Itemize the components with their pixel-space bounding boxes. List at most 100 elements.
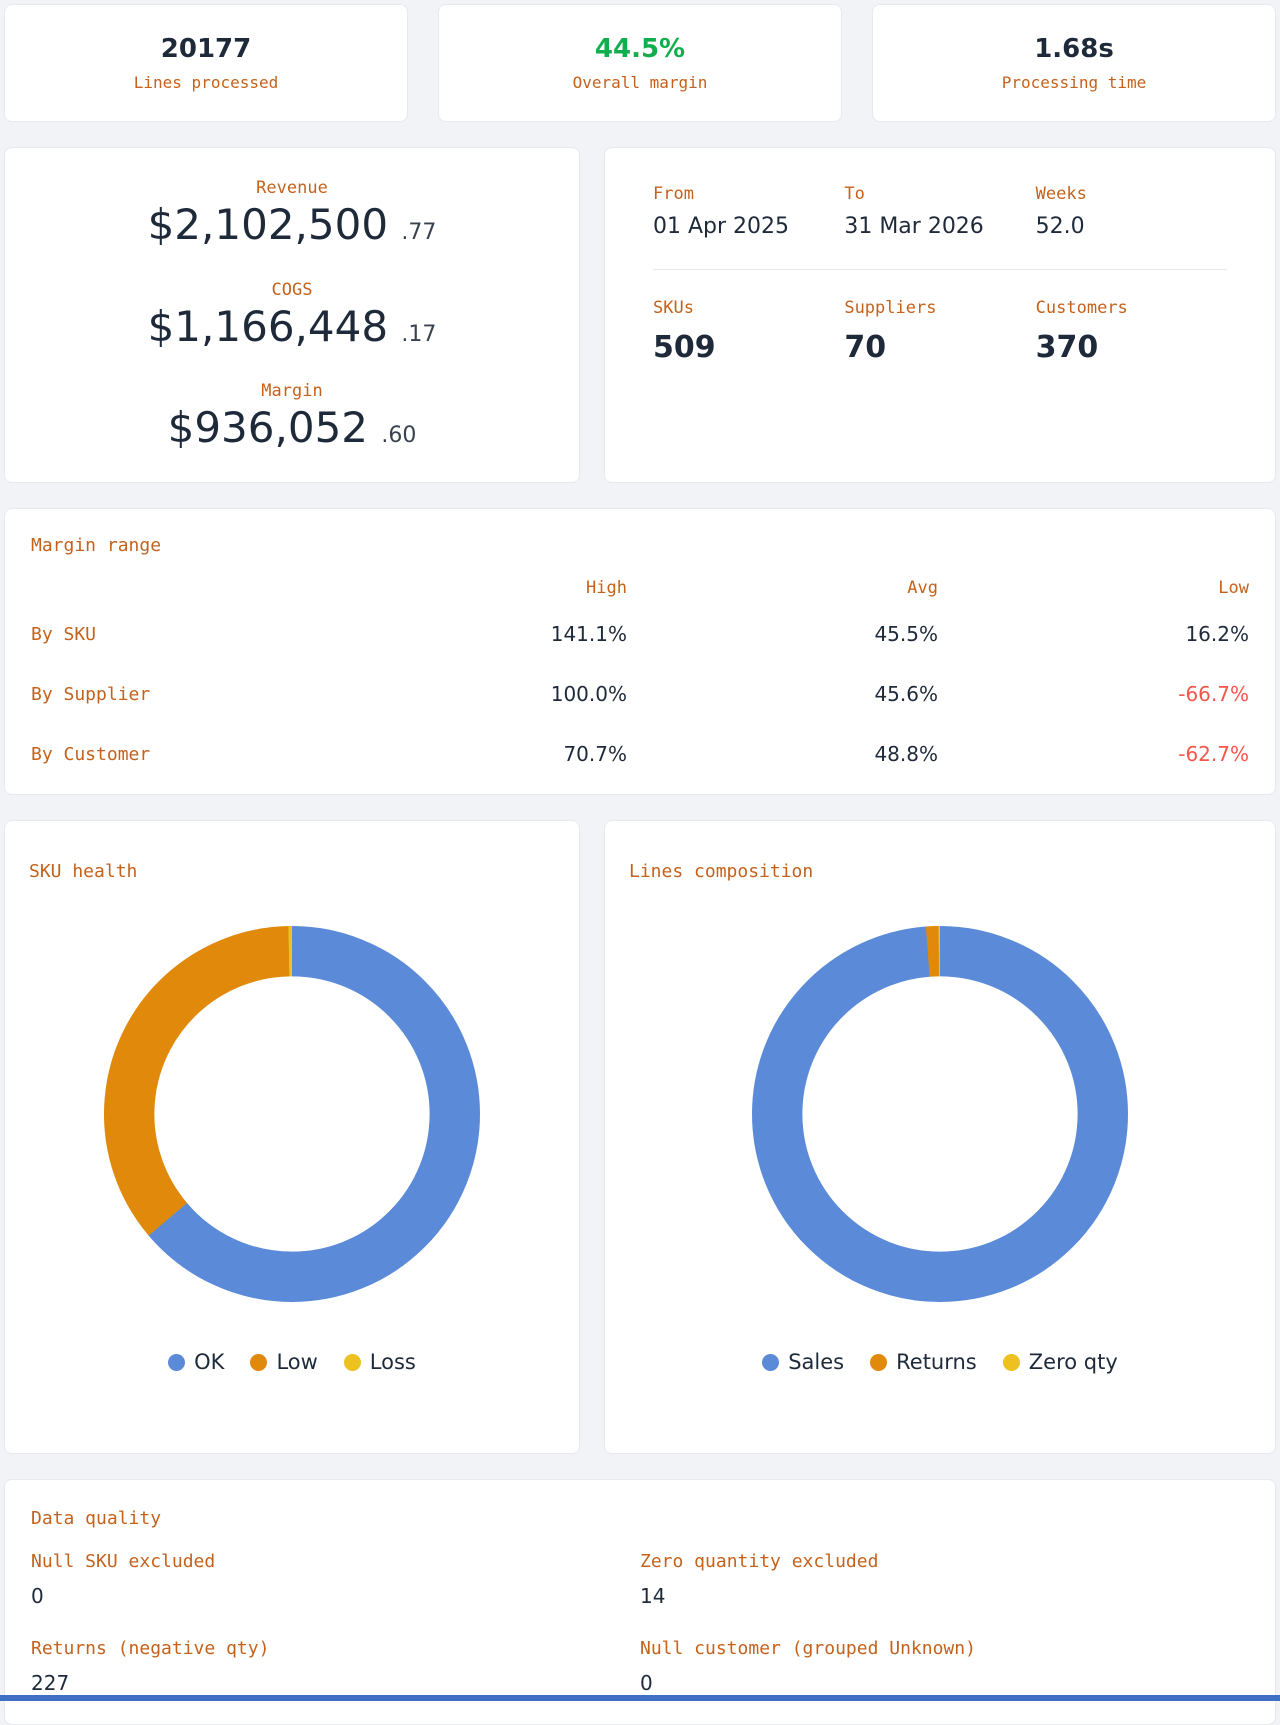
totals-card: Revenue $2,102,500 .77 COGS $1,166,448 .…: [4, 147, 580, 483]
mr-row-customer-label: By Customer: [31, 743, 151, 765]
sku-health-card: SKU health OK Low Loss: [4, 820, 580, 1454]
data-quality-grid: Null SKU excluded 0 Zero quantity exclud…: [31, 1551, 1249, 1695]
legend-dot-loss: [343, 1353, 361, 1371]
revenue-block: Revenue $2,102,500 .77: [29, 178, 555, 249]
lines-composition-donut-chart: [752, 926, 1128, 1302]
cogs-value: $1,166,448 .17: [29, 302, 555, 351]
skus-value: 509: [653, 330, 716, 365]
from-label: From: [653, 184, 694, 204]
legend-item-returns[interactable]: Returns: [870, 1350, 977, 1374]
period-dates-grid: From 01 Apr 2025 To 31 Mar 2026 Weeks 52…: [653, 184, 1227, 239]
margin-value: $936,052 .60: [29, 403, 555, 452]
sku-health-title: SKU health: [29, 861, 138, 882]
dq-null-sku-label: Null SKU excluded: [31, 1551, 216, 1572]
margin-label: Margin: [261, 381, 323, 401]
lines-processed-label: Lines processed: [133, 73, 279, 92]
legend-label-loss: Loss: [369, 1350, 416, 1374]
dq-item-null-sku: Null SKU excluded 0: [31, 1551, 640, 1608]
dq-zero-qty-value: 14: [640, 1584, 666, 1608]
dq-item-returns: Returns (negative qty) 227: [31, 1638, 640, 1695]
legend-item-sales[interactable]: Sales: [762, 1350, 844, 1374]
mr-row-supplier-label: By Supplier: [31, 683, 151, 705]
to-label: To: [844, 184, 865, 204]
suppliers-label: Suppliers: [844, 298, 937, 318]
legend-label-returns: Returns: [896, 1350, 977, 1374]
lines-composition-card: Lines composition Sales Returns Zero qty: [604, 820, 1276, 1454]
mr-row-customer-low: -62.7%: [1178, 742, 1249, 766]
cogs-label: COGS: [271, 279, 313, 300]
lines-composition-title: Lines composition: [629, 861, 814, 882]
mr-row-supplier-avg: 45.6%: [874, 682, 938, 706]
overall-margin-value: 44.5%: [594, 34, 686, 64]
period-card: From 01 Apr 2025 To 31 Mar 2026 Weeks 52…: [604, 147, 1276, 483]
bottom-accent-bar: [0, 1695, 1280, 1701]
customers-value: 370: [1035, 330, 1099, 365]
period-counts-grid: SKUs 509 Suppliers 70 Customers 370: [653, 298, 1227, 365]
sku-health-donut-chart: [104, 926, 480, 1302]
legend-dot-sales: [762, 1353, 780, 1371]
legend-item-loss[interactable]: Loss: [343, 1350, 416, 1374]
margin-range-table: High Avg Low By SKU 141.1% 45.5% 16.2% B…: [31, 556, 1249, 784]
weeks-value: 52.0: [1035, 214, 1085, 239]
from-value: 01 Apr 2025: [653, 214, 790, 239]
period-from: From 01 Apr 2025: [653, 184, 844, 239]
cogs-whole: $1,166,448: [147, 301, 389, 351]
revenue-cents: .77: [401, 220, 437, 245]
legend-label-zero-qty: Zero qty: [1028, 1350, 1118, 1374]
mr-head-low: Low: [1218, 578, 1249, 598]
lines-composition-donut: [752, 926, 1128, 1302]
data-quality-title: Data quality: [31, 1508, 162, 1529]
customers-block: Customers 370: [1036, 298, 1227, 365]
margin-cents: .60: [381, 423, 417, 448]
processing-time-value: 1.68s: [1034, 34, 1114, 64]
margin-range-card: Margin range High Avg Low By SKU 141.1% …: [4, 508, 1276, 795]
legend-dot-low: [250, 1353, 268, 1371]
lines-composition-legend: Sales Returns Zero qty: [629, 1350, 1251, 1374]
stats-row: 20177 Lines processed 44.5% Overall marg…: [4, 4, 1276, 122]
margin-whole: $936,052: [167, 403, 369, 452]
legend-label-low: Low: [276, 1350, 318, 1374]
period-weeks: Weeks 52.0: [1036, 184, 1227, 239]
stat-card-lines-processed: 20177 Lines processed: [4, 4, 408, 122]
period-divider: [653, 269, 1227, 270]
sku-health-legend: OK Low Loss: [29, 1350, 555, 1374]
suppliers-value: 70: [844, 330, 887, 365]
dq-zero-qty-label: Zero quantity excluded: [640, 1551, 879, 1572]
summary-row: Revenue $2,102,500 .77 COGS $1,166,448 .…: [4, 147, 1276, 483]
dq-null-customer-label: Null customer (grouped Unknown): [640, 1638, 976, 1659]
stat-card-overall-margin: 44.5% Overall margin: [438, 4, 842, 122]
legend-label-ok: OK: [194, 1350, 225, 1374]
mr-row-sku-label: By SKU: [31, 623, 97, 645]
revenue-label: Revenue: [256, 178, 328, 198]
legend-item-zero-qty[interactable]: Zero qty: [1002, 1350, 1118, 1374]
legend-item-low[interactable]: Low: [250, 1350, 318, 1374]
legend-dot-ok: [168, 1353, 186, 1371]
dq-returns-value: 227: [31, 1671, 70, 1695]
to-value: 31 Mar 2026: [844, 214, 984, 239]
dq-item-zero-qty: Zero quantity excluded 14: [640, 1551, 1249, 1608]
cogs-block: COGS $1,166,448 .17: [29, 280, 555, 351]
charts-row: SKU health OK Low Loss Lines: [4, 820, 1276, 1454]
mr-row-sku-low: 16.2%: [1185, 622, 1249, 646]
overall-margin-label: Overall margin: [572, 73, 708, 92]
mr-row-supplier-low: -66.7%: [1178, 682, 1249, 706]
sku-health-donut: [104, 926, 480, 1302]
skus-label: SKUs: [653, 298, 694, 318]
legend-dot-zero-qty: [1002, 1353, 1020, 1371]
legend-dot-returns: [870, 1353, 888, 1371]
mr-row-customer-avg: 48.8%: [874, 742, 938, 766]
suppliers-block: Suppliers 70: [844, 298, 1035, 365]
period-to: To 31 Mar 2026: [844, 184, 1035, 239]
weeks-label: Weeks: [1035, 184, 1087, 204]
dq-item-null-customer: Null customer (grouped Unknown) 0: [640, 1638, 1249, 1695]
mr-row-customer-high: 70.7%: [563, 742, 627, 766]
lines-processed-value: 20177: [160, 34, 252, 64]
mr-head-high: High: [586, 578, 627, 598]
processing-time-label: Processing time: [1001, 73, 1147, 92]
cogs-cents: .17: [401, 321, 437, 347]
mr-row-sku-avg: 45.5%: [874, 622, 938, 646]
legend-label-sales: Sales: [788, 1350, 845, 1374]
dq-returns-label: Returns (negative qty): [31, 1638, 270, 1659]
legend-item-ok[interactable]: OK: [168, 1350, 224, 1374]
